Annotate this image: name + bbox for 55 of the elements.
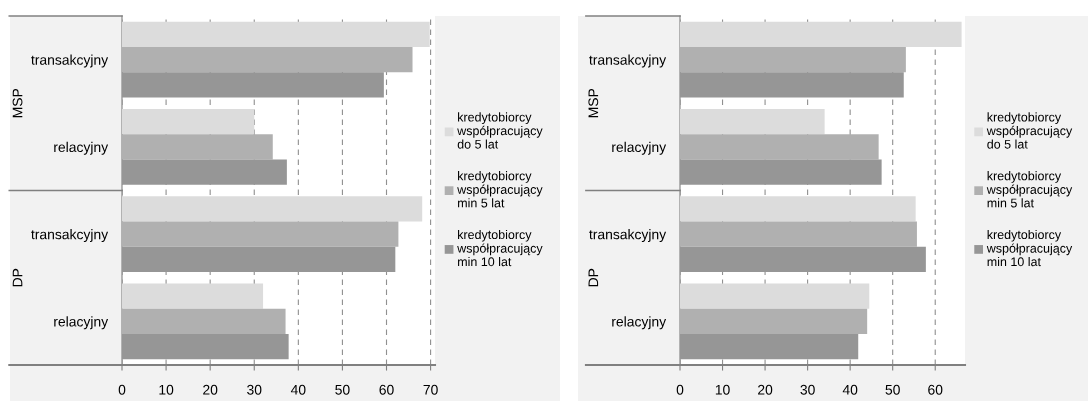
- legend-label: kredytobiorcy współpracujący do 5 lat: [457, 112, 543, 149]
- x-tick-label: 20: [203, 384, 218, 395]
- x-tick-label: 60: [928, 384, 943, 395]
- text: DP: [12, 268, 23, 287]
- x-tick-label: 30: [800, 384, 815, 395]
- x-tick-label: 60: [379, 384, 394, 395]
- legend-label: kredytobiorcy współpracujący min 10 lat: [457, 229, 543, 267]
- bar: [680, 221, 917, 247]
- y-tick-label: transakcyjny: [589, 229, 667, 243]
- bar: [122, 159, 287, 185]
- bar: [680, 196, 916, 222]
- bar: [680, 159, 882, 185]
- y-tick-label: relacyjny: [54, 316, 109, 330]
- bar: [122, 221, 399, 247]
- bar: [122, 246, 396, 273]
- legend-label: kredytobiorcy współpracujący min 10 lat: [986, 229, 1073, 267]
- bar: [122, 196, 423, 222]
- text: DP: [588, 268, 599, 287]
- bar: [680, 134, 879, 160]
- x-tick-label: 0: [676, 384, 684, 395]
- text: MSP: [12, 88, 23, 118]
- legend-label: kredytobiorcy współpracujący min 5 lat: [457, 171, 543, 208]
- y-tick-label: transakcyjny: [589, 54, 667, 68]
- y-tick-label: relacyjny: [612, 316, 667, 330]
- x-tick-label: 10: [715, 384, 730, 395]
- bar: [122, 134, 273, 160]
- bar: [680, 246, 926, 273]
- text: MSP: [588, 88, 599, 118]
- legend-label: kredytobiorcy współpracujący do 5 lat: [986, 112, 1073, 149]
- bar: [122, 283, 264, 309]
- bar: [680, 334, 859, 360]
- bar: [680, 46, 906, 73]
- x-tick-label: 30: [247, 384, 262, 395]
- bar: [680, 283, 870, 309]
- bar: [680, 308, 868, 335]
- bar: [122, 21, 430, 47]
- x-tick-label: 40: [290, 384, 306, 395]
- y-tick-label: relacyjny: [612, 141, 667, 155]
- y-tick-label: transakcyjny: [31, 229, 109, 243]
- y-tick-label: transakcyjny: [31, 54, 109, 68]
- x-tick-label: 40: [842, 384, 858, 395]
- bar: [680, 108, 825, 135]
- x-tick-label: 70: [423, 384, 438, 395]
- bar: [122, 46, 413, 73]
- bar: [122, 334, 289, 360]
- x-tick-label: 0: [118, 384, 126, 395]
- bar: [122, 108, 255, 135]
- x-tick-label: 50: [335, 384, 350, 395]
- legend-label: kredytobiorcy współpracujący min 5 lat: [986, 171, 1073, 208]
- x-tick-label: 10: [159, 384, 174, 395]
- x-tick-label: 20: [758, 384, 773, 395]
- y-tick-label: relacyjny: [54, 141, 109, 155]
- x-tick-label: 50: [885, 384, 900, 395]
- bar: [680, 21, 962, 47]
- bar: [122, 308, 286, 335]
